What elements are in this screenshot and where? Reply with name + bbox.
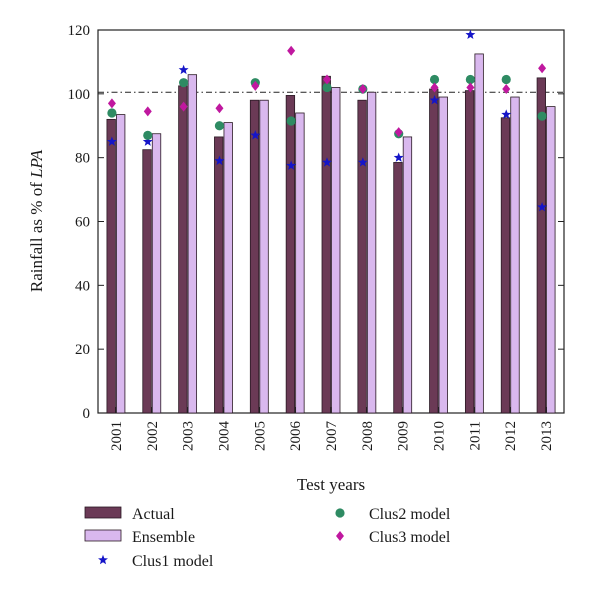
point-clus2-model — [322, 82, 332, 93]
bar-actual — [249, 99, 260, 414]
point-clus2-model — [429, 74, 440, 85]
point-clus1-model — [429, 95, 440, 105]
point-clus2-model — [501, 74, 511, 85]
bar-actual — [536, 77, 546, 414]
point-clus3-model — [358, 84, 367, 95]
point-clus3-model — [287, 45, 296, 56]
legend-marker-clus1-model — [98, 554, 108, 565]
legend-label-clus2-model: Clus2 model — [369, 506, 451, 523]
bar-actual — [142, 149, 152, 414]
point-clus3-model — [466, 82, 475, 93]
point-clus1-model — [501, 109, 512, 119]
point-clus1-model — [537, 201, 548, 212]
bar-ensemble — [474, 53, 484, 414]
bar-actual — [429, 88, 439, 414]
point-clus3-model — [323, 74, 331, 85]
point-clus3-model — [430, 82, 439, 93]
y-tick-label: 80 — [75, 151, 90, 167]
x-tick-label: 2007 — [324, 421, 340, 452]
point-clus2-model — [286, 116, 296, 126]
bar-ensemble — [187, 74, 198, 414]
bar-actual — [214, 136, 224, 414]
bar-ensemble — [295, 112, 305, 414]
point-clus3-model — [394, 127, 403, 138]
bar-actual — [178, 85, 188, 414]
point-clus3-model — [502, 84, 511, 95]
legend-label-actual: Actual — [132, 506, 175, 523]
x-tick-label: 2009 — [396, 421, 412, 451]
point-clus3-model — [538, 63, 547, 74]
bar-ensemble — [331, 87, 341, 414]
y-tick-label: 60 — [75, 215, 90, 231]
bar-ensemble — [151, 133, 162, 414]
x-tick-label: 2012 — [503, 421, 519, 451]
y-axis-title-italic: LPA — [27, 149, 46, 179]
point-clus2-model — [179, 78, 189, 88]
point-clus1-model — [322, 157, 332, 167]
legend-label-clus3-model: Clus3 model — [369, 529, 451, 546]
bar-actual — [464, 90, 475, 414]
y-axis-title: Rainfall as % of LPA — [27, 149, 46, 292]
bar-actual — [106, 118, 116, 414]
bar-actual — [393, 162, 403, 414]
legend-swatch-ensemble — [84, 529, 122, 542]
legend-label-ensemble: Ensemble — [132, 529, 195, 546]
x-tick-label: 2011 — [467, 421, 483, 450]
point-clus3-model — [179, 101, 188, 112]
point-clus1-model — [465, 29, 476, 39]
bar-actual — [357, 99, 367, 414]
point-clus1-model — [393, 152, 404, 162]
point-clus3-model — [107, 98, 116, 109]
bar-ensemble — [402, 136, 413, 414]
point-clus1-model — [250, 130, 261, 140]
y-tick-label: 20 — [75, 342, 90, 358]
y-tick-label: 120 — [68, 23, 91, 39]
x-tick-label: 2008 — [360, 421, 376, 451]
y-tick-label: 100 — [68, 87, 91, 103]
x-tick-label: 2013 — [539, 421, 555, 451]
point-clus2-model — [107, 108, 117, 118]
point-clus1-model — [142, 136, 153, 146]
bar-actual — [321, 75, 331, 414]
bar-ensemble — [116, 114, 126, 414]
bar-ensemble — [546, 106, 556, 414]
point-clus1-model — [214, 155, 225, 166]
point-clus1-model — [178, 64, 189, 75]
point-clus2-model — [537, 111, 547, 121]
legend-swatch-actual — [84, 506, 122, 519]
x-tick-label: 2004 — [216, 421, 232, 452]
point-clus1-model — [286, 160, 297, 170]
x-axis-title: Test years — [297, 475, 365, 494]
x-tick-label: 2002 — [145, 421, 161, 451]
bar-actual — [285, 95, 296, 414]
x-tick-label: 2003 — [181, 421, 197, 451]
y-tick-label: 40 — [75, 278, 90, 294]
point-clus2-model — [214, 121, 225, 131]
point-clus3-model — [251, 80, 260, 91]
legend-marker-clus3-model — [336, 531, 344, 541]
y-axis-title-text: Rainfall as % of — [27, 178, 46, 292]
bar-ensemble — [223, 122, 233, 414]
point-clus3-model — [215, 103, 224, 114]
legend-marker-clus2-model — [335, 508, 345, 518]
point-clus2-model — [143, 130, 153, 140]
point-clus3-model — [143, 106, 152, 117]
bar-ensemble — [510, 96, 520, 414]
point-clus1-model — [357, 157, 368, 167]
x-tick-label: 2006 — [288, 421, 304, 452]
bar-ensemble — [366, 91, 377, 414]
legend: Actual Ensemble Clus1 model Clus2 model Clus… — [84, 506, 451, 570]
y-tick-label: 0 — [83, 406, 91, 422]
x-tick-label: 2001 — [109, 421, 125, 451]
point-clus1-model — [106, 136, 117, 146]
legend-label-clus1-model: Clus1 model — [132, 553, 214, 570]
bar-ensemble — [438, 96, 448, 414]
x-tick-label: 2010 — [432, 421, 448, 451]
bar-ensemble — [259, 99, 269, 414]
bar-actual — [500, 117, 511, 414]
point-clus2-model — [465, 74, 475, 85]
x-tick-label: 2005 — [252, 421, 268, 451]
